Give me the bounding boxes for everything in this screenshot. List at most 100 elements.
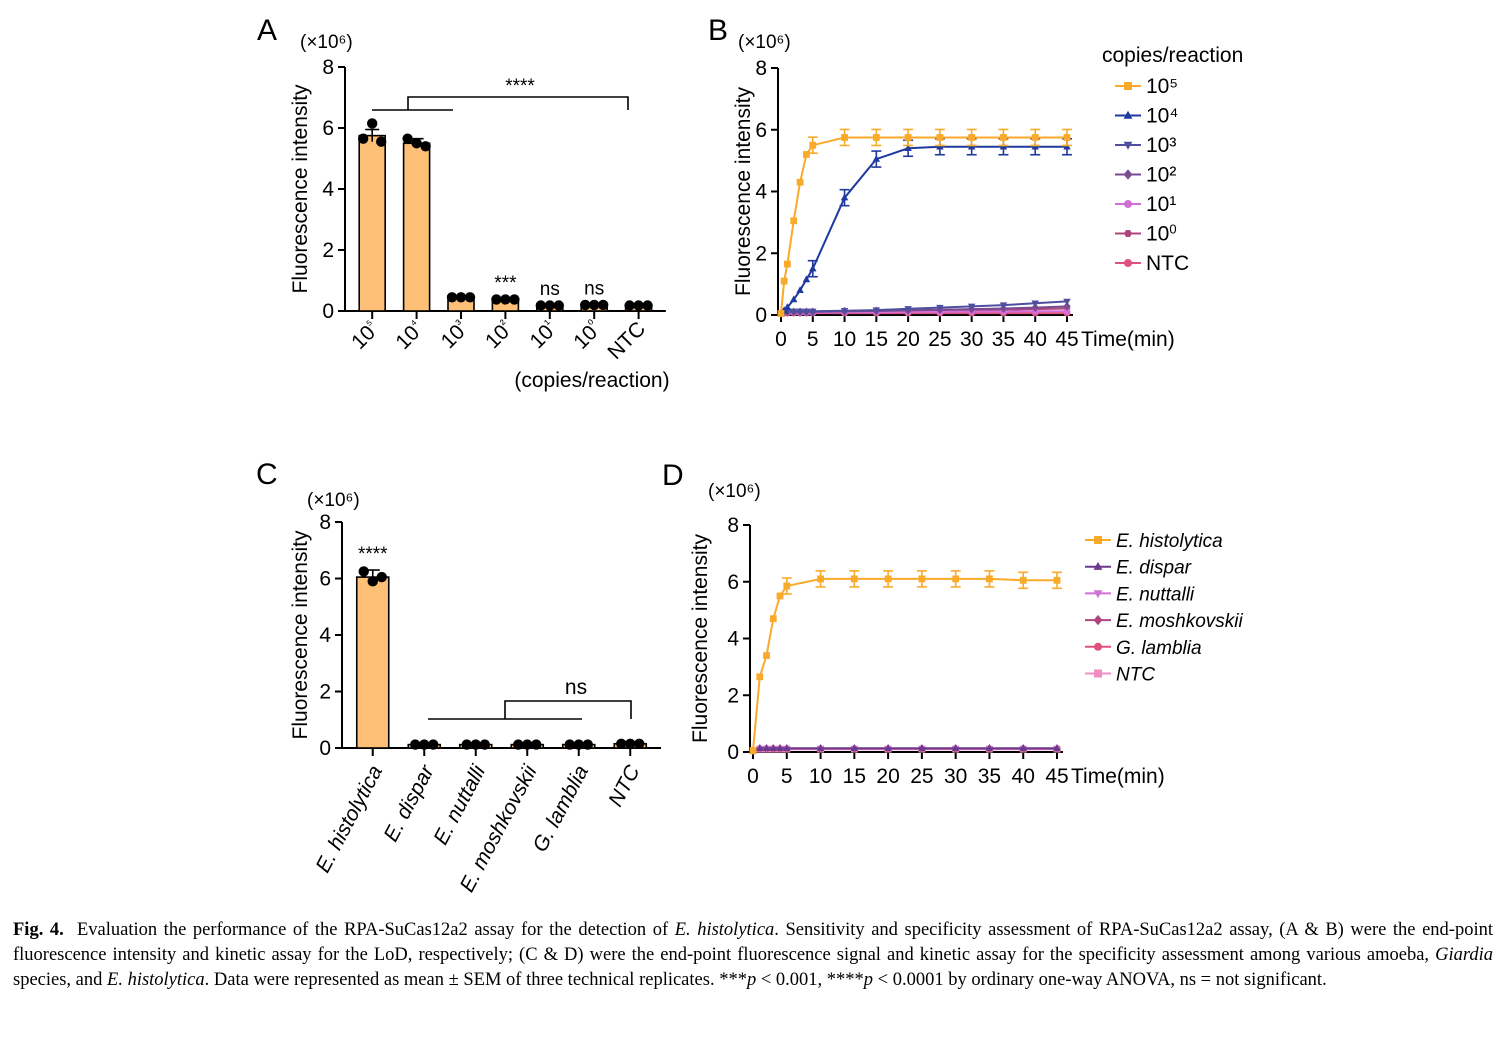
- panel-a-data-point: [367, 118, 378, 129]
- panel-b-legend-swatch-marker: [1123, 169, 1133, 180]
- panel-a-data-point: [544, 300, 555, 311]
- panel-d-x-tick-label: 35: [978, 765, 1001, 788]
- panel-b-data-point: [936, 134, 944, 141]
- panel-a-bar-group: [580, 299, 609, 312]
- panel-b-data-point: [967, 303, 976, 311]
- panel-d-data-point: [769, 615, 777, 623]
- panel-b-legend-label: 10²: [1146, 164, 1176, 187]
- panel-b-panel-letter: B: [708, 14, 728, 47]
- panel-d-legend-item: E. moshkovskii: [1085, 611, 1243, 632]
- panel-b-data-point: [1063, 307, 1071, 315]
- panel-b-data-point: [968, 134, 976, 141]
- caption-text-a: Evaluation the performance of the RPA-Su…: [76, 920, 675, 940]
- panel-a-x-tick-label: 10¹: [524, 316, 561, 353]
- panel-b-x-tick-label: 40: [1024, 328, 1047, 351]
- panel-a-data-point: [624, 300, 635, 311]
- panel-d-legend-swatch-marker: [1094, 642, 1102, 651]
- panel-d-legend-label: E. nuttalli: [1116, 584, 1195, 605]
- panel-b-x-tick-label: 45: [1055, 328, 1078, 351]
- panel-d-data-point: [986, 575, 993, 583]
- panel-d-data-point: [816, 744, 825, 752]
- panel-c-data-point: [522, 739, 533, 750]
- panel-b-data-point: [802, 275, 811, 283]
- panel-b-legend-label: 10¹: [1146, 193, 1176, 216]
- panel-c-data-point: [428, 739, 439, 750]
- panel-c-data-point: [376, 571, 387, 583]
- panel-d-legend-label: NTC: [1116, 665, 1155, 686]
- caption-text-c: . Sensitivity and specificity assessment…: [13, 920, 1493, 965]
- panel-c-bar-group: [458, 739, 493, 750]
- panel-a-bar: [402, 142, 431, 312]
- panel-d-y-tick-label: 4: [727, 628, 739, 651]
- panel-b-data-point: [1063, 301, 1071, 311]
- panel-b-series-line: [780, 145, 1067, 315]
- panel-d-x-tick-label: 0: [747, 765, 759, 788]
- panel-d-legend-item: G. lamblia: [1085, 638, 1202, 659]
- panel-d-data-point: [756, 744, 764, 752]
- panel-d-data-point: [769, 744, 778, 752]
- panel-d-y-tick-label: 8: [727, 514, 739, 537]
- panel-c-data-point: [358, 566, 369, 577]
- panel-a-bar-group: [624, 300, 653, 312]
- panel-a-bar: [358, 134, 387, 312]
- panel-d-data-point: [952, 575, 960, 583]
- panel-a-bar-group: [358, 118, 387, 312]
- panel-a-x-tick-label: 10²: [480, 316, 517, 353]
- panel-d-series-line: [752, 577, 1057, 751]
- caption-text-k: < 0.0001 by ordinary one-way ANOVA, ns =…: [873, 970, 1327, 990]
- panel-a-data-point: [535, 300, 546, 311]
- panel-d-x-tick-label: 30: [944, 765, 967, 788]
- panel-d-x-tick-label: 25: [910, 765, 933, 788]
- panel-b-x-tick-label: 30: [960, 328, 983, 351]
- caption-fig-label: Fig. 4.: [13, 920, 64, 940]
- panel-a-data-point: [455, 292, 467, 303]
- panel-d-x-tick-label: 40: [1012, 765, 1035, 788]
- panel-d-data-point: [1053, 744, 1061, 752]
- panel-a-x-tick-label: 10³: [436, 316, 473, 353]
- panel-c-data-point: [573, 739, 584, 750]
- panel-a-bar-group: [535, 300, 564, 312]
- panel-a-bar-group: [446, 292, 476, 312]
- panel-d-data-point: [776, 744, 784, 752]
- panel-b-y-tick-label: 4: [755, 181, 767, 204]
- panel-a-scale-label: (×10⁶): [300, 32, 353, 53]
- panel-b-data-point: [1031, 300, 1039, 308]
- panel-d-legend-label: E. moshkovskii: [1116, 611, 1243, 632]
- panel-b-legend-label: 10⁴: [1146, 105, 1178, 128]
- caption-text-d: Giardia: [1435, 945, 1493, 965]
- panel-d-scale-label: (×10⁶): [708, 481, 761, 502]
- panel-c-y-tick-label: 8: [319, 511, 331, 534]
- panel-d-data-point: [756, 673, 764, 681]
- panel-b-legend-label: 100: [1146, 221, 1177, 246]
- panel-c-data-point: [513, 739, 524, 750]
- panel-c-data-point: [367, 576, 378, 587]
- panel-d-legend-item: E. nuttalli: [1085, 584, 1195, 605]
- panel-d-legend-swatch-marker: [1093, 614, 1103, 626]
- panel-b-legend-item: 10²: [1115, 164, 1176, 187]
- panel-b-legend-item: 10¹: [1115, 193, 1176, 216]
- panel-b-y-tick-label: 6: [755, 119, 767, 142]
- panel-a-data-point: [491, 294, 502, 305]
- panel-d-data-point: [850, 744, 859, 752]
- panel-a-data-point: [509, 294, 520, 305]
- panel-a-y-tick-label: 0: [322, 300, 334, 323]
- panel-c-y-tick-label: 6: [319, 568, 331, 591]
- panel-c-y-tick-label: 0: [319, 737, 331, 760]
- panel-b-data-point: [796, 178, 804, 186]
- panel-b-legend-label: 10⁵: [1146, 75, 1178, 98]
- panel-a-bar-group: [402, 133, 431, 312]
- figure-caption: Fig. 4. Evaluation the performance of th…: [13, 918, 1493, 993]
- panel-c-data-point: [461, 739, 472, 750]
- panel-d-legend-label: G. lamblia: [1116, 638, 1202, 659]
- panel-d-data-point: [776, 592, 784, 600]
- panel-c-bar-group: [561, 739, 596, 750]
- panel-b-data-point: [809, 141, 817, 149]
- caption-text-h: p: [746, 970, 757, 990]
- panel-d-x-axis-label: Time(min): [1071, 765, 1165, 788]
- panel-b-series: [777, 128, 1072, 317]
- panel-c-scale-label: (×10⁶): [307, 490, 360, 511]
- panel-b-y-tick-label: 0: [755, 304, 767, 327]
- panel-d-data-point: [985, 744, 994, 752]
- panel-c-bar-group: [355, 566, 390, 749]
- panel-b-series-line: [780, 136, 1067, 314]
